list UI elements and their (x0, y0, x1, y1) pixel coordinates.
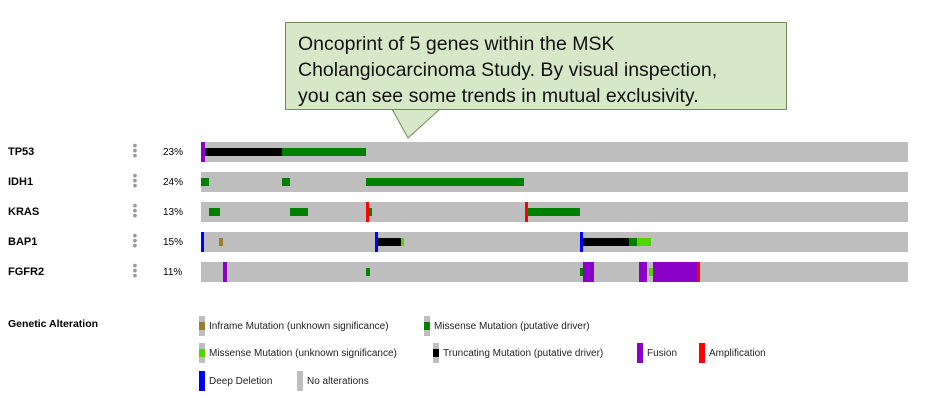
callout-text: Oncoprint of 5 genes within the MSK Chol… (298, 33, 718, 107)
alteration-missense-driver[interactable] (366, 178, 524, 186)
alteration-missense-driver[interactable] (282, 148, 366, 156)
legend-item-truncating: Truncating Mutation (putative driver) (433, 343, 603, 363)
alteration-amplification[interactable] (366, 202, 369, 222)
legend-label: Inframe Mutation (unknown significance) (209, 320, 389, 332)
alteration-amplification[interactable] (697, 262, 700, 282)
legend-label: Missense Mutation (putative driver) (434, 320, 590, 332)
alteration-inframe[interactable] (219, 238, 223, 246)
legend-item-inframe: Inframe Mutation (unknown significance) (199, 316, 389, 336)
track-menu-bap1-vertical-dots-icon[interactable]: • • • (132, 227, 138, 253)
alteration-missense-driver[interactable] (201, 178, 209, 186)
gene-label-idh1: IDH1 (8, 176, 34, 188)
legend-swatch (199, 316, 205, 336)
alteration-percent-bap1: 15% (163, 237, 184, 248)
legend-label: Fusion (647, 347, 678, 359)
oncoprint-track-tp53[interactable] (201, 142, 908, 162)
legend-item-fusion: Fusion (637, 343, 677, 363)
legend-item-missense-driver: Missense Mutation (putative driver) (424, 316, 590, 336)
track-menu-fgfr2-vertical-dots-icon[interactable]: • • • (132, 257, 138, 283)
track-menu-idh1-vertical-dots-icon[interactable]: • • • (132, 167, 138, 193)
alteration-deep-deletion[interactable] (580, 232, 583, 252)
legend-swatch (199, 371, 205, 391)
legend-item-amplification: Amplification (699, 343, 766, 363)
oncoprint-track-bap1[interactable] (201, 232, 908, 252)
alteration-missense-unknown[interactable] (637, 238, 651, 246)
gene-label-fgfr2: FGFR2 (8, 266, 45, 278)
legend-title: Genetic Alteration (8, 318, 99, 330)
alteration-fusion[interactable] (639, 262, 647, 282)
alteration-percent-idh1: 24% (163, 177, 184, 188)
alteration-percent-tp53: 23% (163, 147, 184, 158)
oncoprint-track-kras[interactable] (201, 202, 908, 222)
legend-label: Missense Mutation (unknown significance) (209, 347, 397, 359)
legend-swatch (297, 371, 303, 391)
legend-label: Amplification (709, 347, 766, 359)
alteration-percent-fgfr2: 11% (163, 267, 183, 278)
alteration-fusion[interactable] (653, 262, 697, 282)
legend-label: Truncating Mutation (putative driver) (443, 347, 604, 359)
alteration-missense-driver[interactable] (528, 208, 580, 216)
gene-label-tp53: TP53 (8, 146, 35, 158)
legend-item-deep-deletion: Deep Deletion (199, 371, 272, 391)
alteration-missense-unknown[interactable] (401, 238, 404, 246)
alteration-percent-kras: 13% (163, 207, 184, 218)
alteration-missense-driver[interactable] (366, 208, 372, 216)
alteration-missense-driver[interactable] (282, 178, 290, 186)
legend-label: No alterations (307, 375, 369, 387)
legend-item-no-alteration: No alterations (297, 371, 369, 391)
gene-label-bap1: BAP1 (8, 236, 38, 248)
alteration-truncating[interactable] (378, 238, 401, 246)
alteration-truncating[interactable] (583, 238, 629, 246)
alteration-missense-driver[interactable] (290, 208, 308, 216)
alteration-missense-driver[interactable] (209, 208, 220, 216)
alteration-amplification[interactable] (525, 202, 528, 222)
alteration-deep-deletion[interactable] (375, 232, 378, 252)
alteration-missense-driver[interactable] (580, 268, 584, 276)
oncoprint-track-idh1[interactable] (201, 172, 908, 192)
track-menu-tp53-vertical-dots-icon[interactable]: • • • (132, 137, 138, 163)
alteration-missense-driver[interactable] (366, 268, 370, 276)
legend-swatch (699, 343, 705, 363)
oncoprint-track-fgfr2[interactable] (201, 262, 908, 282)
legend-swatch (433, 343, 439, 363)
legend-label: Deep Deletion (209, 375, 273, 387)
alteration-missense-unknown[interactable] (649, 268, 653, 276)
callout-box: Oncoprint of 5 genes within the MSK Chol… (285, 22, 787, 110)
legend-swatch (637, 343, 643, 363)
alteration-truncating[interactable] (205, 148, 283, 156)
alteration-deep-deletion[interactable] (201, 232, 204, 252)
track-menu-kras-vertical-dots-icon[interactable]: • • • (132, 197, 138, 223)
alteration-fusion[interactable] (223, 262, 227, 282)
alteration-fusion[interactable] (201, 142, 205, 162)
gene-label-kras: KRAS (8, 206, 40, 218)
alteration-missense-driver[interactable] (629, 238, 637, 246)
legend-swatch (424, 316, 430, 336)
alteration-fusion[interactable] (583, 262, 594, 282)
legend-item-missense-unknown: Missense Mutation (unknown significance) (199, 343, 397, 363)
legend-swatch (199, 343, 205, 363)
